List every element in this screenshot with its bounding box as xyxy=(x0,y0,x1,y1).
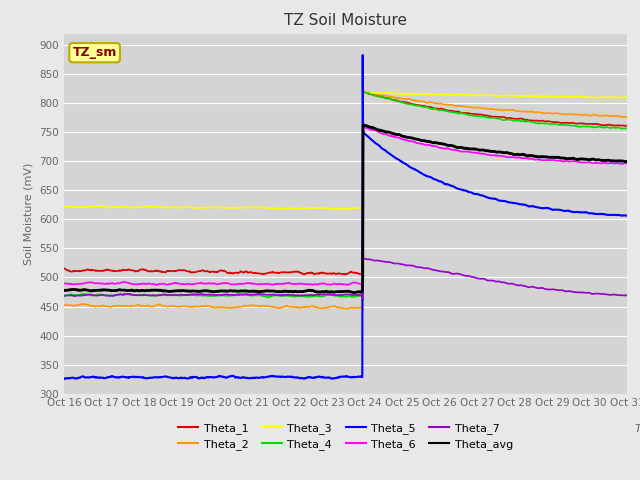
Y-axis label: Soil Moisture (mV): Soil Moisture (mV) xyxy=(24,162,34,265)
Text: Time: Time xyxy=(634,424,640,434)
Text: TZ_sm: TZ_sm xyxy=(72,46,117,59)
Title: TZ Soil Moisture: TZ Soil Moisture xyxy=(284,13,407,28)
Legend: Theta_1, Theta_2, Theta_3, Theta_4, Theta_5, Theta_6, Theta_7, Theta_avg: Theta_1, Theta_2, Theta_3, Theta_4, Thet… xyxy=(174,419,517,455)
